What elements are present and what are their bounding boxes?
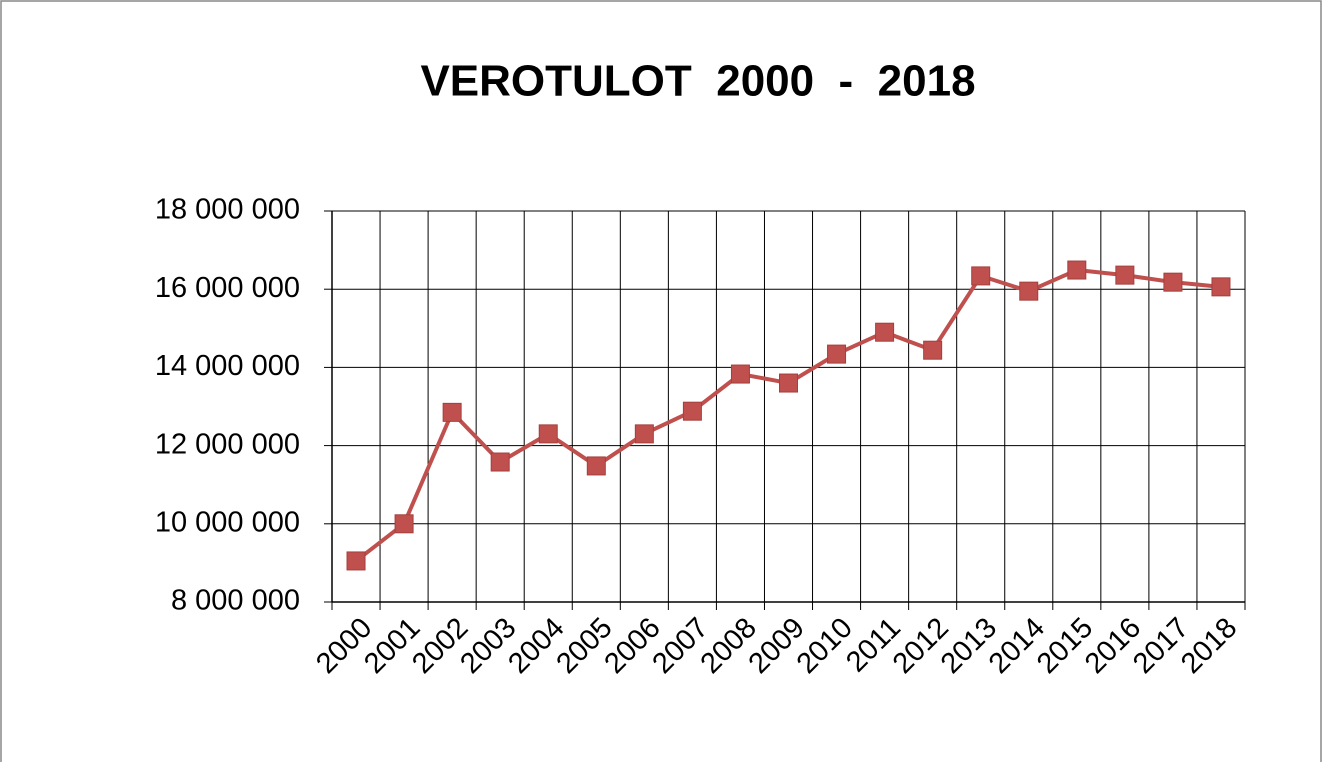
x-tick-label: 2003 [454,612,522,680]
y-tick-label: 12 000 000 [155,428,300,460]
data-point [682,401,702,421]
x-tick-label: 2008 [695,612,763,680]
data-point [923,340,943,360]
x-tick-label: 2007 [647,612,715,680]
y-tick-label: 16 000 000 [155,272,300,304]
data-point [1019,281,1039,301]
x-tick-label: 2015 [1031,612,1099,680]
y-tick-label: 14 000 000 [155,350,300,382]
x-tick-label: 2014 [983,612,1051,680]
y-tick-label: 18 000 000 [155,194,300,226]
data-point [1211,277,1231,297]
data-point [490,452,510,472]
data-line [354,268,1222,563]
data-point [346,551,366,571]
data-point [779,373,798,393]
data-point [1163,272,1183,292]
x-tick-label: 2009 [743,612,811,680]
x-tick-label: 2001 [358,612,426,680]
data-point [875,322,895,342]
x-tick-label: 2016 [1079,612,1147,680]
x-tick-label: 2017 [1127,612,1195,680]
data-point [971,266,991,286]
y-tick-label: 8 000 000 [171,585,300,617]
data-point [586,456,606,476]
x-tick-label: 2018 [1175,612,1243,680]
data-point [634,424,654,444]
x-tick-label: 2010 [791,612,859,680]
x-tick-label: 2002 [406,612,474,680]
data-point [538,424,558,444]
x-tick-label: 2004 [502,612,570,680]
chart-title: VEROTULOT 2000 - 2018 [420,57,975,106]
x-tick-label: 2013 [935,612,1003,680]
x-tick-label: 2005 [550,612,618,680]
x-tick-label: 2012 [887,612,955,680]
data-point [1115,265,1135,285]
data-point [730,364,750,384]
x-tick-label: 2000 [310,612,378,680]
data-point [442,402,462,422]
data-point [827,344,847,364]
x-tick-label: 2006 [598,612,666,680]
data-point [1067,260,1087,280]
data-point [394,514,414,534]
y-tick-label: 10 000 000 [155,506,300,538]
